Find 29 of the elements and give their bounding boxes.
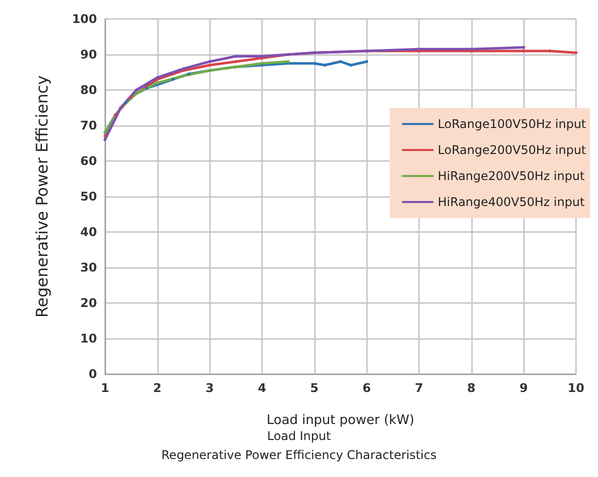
y-tick-label: 100	[72, 12, 97, 26]
text: Regenerative Power Efficiency Characteristics	[161, 448, 437, 462]
y-axis-title: Regenerative Power Efficiency	[32, 75, 52, 318]
y-tick-label: 60	[80, 154, 97, 168]
y-tick-label: 10	[80, 332, 97, 346]
x-tick-label: 2	[153, 381, 162, 395]
x-tick-label: 5	[310, 381, 319, 395]
x-tick-label: 10	[568, 381, 584, 395]
y-tick-label: 90	[80, 48, 97, 62]
y-tick-label: 50	[80, 190, 97, 204]
x-axis-title: Load input power (kW)	[266, 413, 414, 428]
x-tick-label: 1	[100, 381, 110, 395]
x-tick-label: 9	[519, 381, 528, 395]
legend-label: HiRange200V50Hz input	[438, 169, 585, 183]
y-tick-label: 40	[80, 225, 97, 239]
x-tick-label: 6	[362, 381, 371, 395]
legend-label: LoRange100V50Hz input	[438, 117, 586, 131]
y-tick-label: 20	[80, 296, 97, 310]
y-tick-label: 70	[80, 118, 97, 132]
x-tick-label: 3	[205, 381, 214, 395]
legend-label: HiRange400V50Hz input	[438, 195, 585, 209]
y-tick-label: 30	[80, 260, 97, 274]
y-tick-label: 80	[80, 83, 97, 97]
y-tick-label: 0	[88, 367, 97, 381]
text: Load Input	[267, 429, 332, 443]
legend-label: LoRange200V50Hz input	[438, 143, 586, 157]
x-tick-label: 7	[414, 381, 424, 395]
x-tick-label: 4	[258, 381, 266, 395]
x-tick-label: 8	[467, 381, 476, 395]
